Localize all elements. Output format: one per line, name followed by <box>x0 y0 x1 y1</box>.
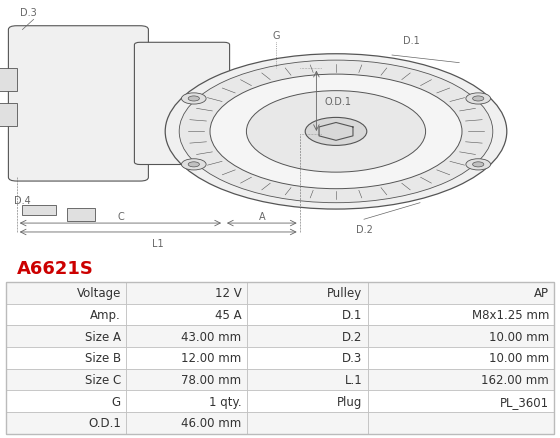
Text: 12 V: 12 V <box>215 287 241 300</box>
Bar <box>67 208 95 221</box>
Text: D.3: D.3 <box>20 8 36 18</box>
Text: 78.00 mm: 78.00 mm <box>181 373 241 386</box>
Bar <box>0 69 17 92</box>
Text: PL_3601: PL_3601 <box>500 395 549 408</box>
Circle shape <box>466 159 491 170</box>
FancyBboxPatch shape <box>127 326 247 347</box>
Text: A: A <box>259 211 265 221</box>
Text: 46.00 mm: 46.00 mm <box>181 417 241 429</box>
Text: D.2: D.2 <box>342 330 362 343</box>
Text: 10.00 mm: 10.00 mm <box>489 352 549 364</box>
Text: G: G <box>112 395 121 408</box>
Bar <box>255 111 297 114</box>
Text: Amp.: Amp. <box>90 308 121 321</box>
Bar <box>255 86 297 89</box>
Text: O.D.1: O.D.1 <box>325 97 352 106</box>
FancyBboxPatch shape <box>8 27 148 182</box>
Text: D.3: D.3 <box>342 352 362 364</box>
Circle shape <box>466 94 491 105</box>
Text: D.2: D.2 <box>356 225 372 235</box>
FancyBboxPatch shape <box>127 283 247 304</box>
Text: AP: AP <box>534 287 549 300</box>
Text: 45 A: 45 A <box>215 308 241 321</box>
Text: Pulley: Pulley <box>327 287 362 300</box>
Circle shape <box>179 61 493 203</box>
Text: 10.00 mm: 10.00 mm <box>489 330 549 343</box>
FancyBboxPatch shape <box>127 412 247 434</box>
FancyBboxPatch shape <box>368 304 554 326</box>
Text: A6621S: A6621S <box>17 259 94 277</box>
FancyBboxPatch shape <box>6 326 127 347</box>
Text: Size C: Size C <box>85 373 121 386</box>
Bar <box>252 69 300 134</box>
FancyBboxPatch shape <box>247 304 368 326</box>
Text: M8x1.25 mm: M8x1.25 mm <box>472 308 549 321</box>
Circle shape <box>188 162 199 167</box>
Text: D.4: D.4 <box>14 196 31 205</box>
Text: 12.00 mm: 12.00 mm <box>181 352 241 364</box>
Text: 162.00 mm: 162.00 mm <box>481 373 549 386</box>
Text: Plug: Plug <box>337 395 362 408</box>
Bar <box>255 120 297 122</box>
Text: Size A: Size A <box>85 330 121 343</box>
Text: Voltage: Voltage <box>77 287 121 300</box>
Text: 43.00 mm: 43.00 mm <box>181 330 241 343</box>
Circle shape <box>181 94 206 105</box>
FancyBboxPatch shape <box>127 369 247 390</box>
FancyBboxPatch shape <box>6 283 127 304</box>
Bar <box>255 103 297 106</box>
Circle shape <box>188 97 199 102</box>
FancyBboxPatch shape <box>6 304 127 326</box>
Text: G: G <box>272 31 279 41</box>
Bar <box>224 92 252 117</box>
FancyBboxPatch shape <box>247 347 368 369</box>
FancyBboxPatch shape <box>6 390 127 412</box>
FancyBboxPatch shape <box>368 390 554 412</box>
FancyBboxPatch shape <box>6 412 127 434</box>
Text: C: C <box>117 211 124 221</box>
Text: L1: L1 <box>152 239 164 249</box>
Bar <box>255 78 297 81</box>
FancyBboxPatch shape <box>368 326 554 347</box>
FancyBboxPatch shape <box>127 347 247 369</box>
Circle shape <box>210 75 462 189</box>
FancyBboxPatch shape <box>6 369 127 390</box>
Text: Size B: Size B <box>85 352 121 364</box>
Text: D.1: D.1 <box>403 36 420 46</box>
Text: 1 qty.: 1 qty. <box>209 395 241 408</box>
FancyBboxPatch shape <box>368 347 554 369</box>
FancyBboxPatch shape <box>6 347 127 369</box>
Circle shape <box>246 92 426 173</box>
Circle shape <box>165 55 507 210</box>
FancyBboxPatch shape <box>247 390 368 412</box>
FancyBboxPatch shape <box>247 369 368 390</box>
Text: O.D.1: O.D.1 <box>88 417 121 429</box>
Circle shape <box>473 162 484 167</box>
FancyBboxPatch shape <box>368 283 554 304</box>
FancyBboxPatch shape <box>368 412 554 434</box>
FancyBboxPatch shape <box>247 412 368 434</box>
Circle shape <box>305 118 367 146</box>
Text: L.1: L.1 <box>344 373 362 386</box>
Bar <box>0 104 17 127</box>
FancyBboxPatch shape <box>368 369 554 390</box>
Circle shape <box>473 97 484 102</box>
FancyBboxPatch shape <box>247 283 368 304</box>
Bar <box>22 206 56 216</box>
Bar <box>255 95 297 98</box>
FancyBboxPatch shape <box>134 43 230 165</box>
FancyBboxPatch shape <box>247 326 368 347</box>
Text: D.1: D.1 <box>342 308 362 321</box>
FancyBboxPatch shape <box>127 304 247 326</box>
Bar <box>255 127 297 131</box>
Circle shape <box>181 159 206 170</box>
FancyBboxPatch shape <box>127 390 247 412</box>
